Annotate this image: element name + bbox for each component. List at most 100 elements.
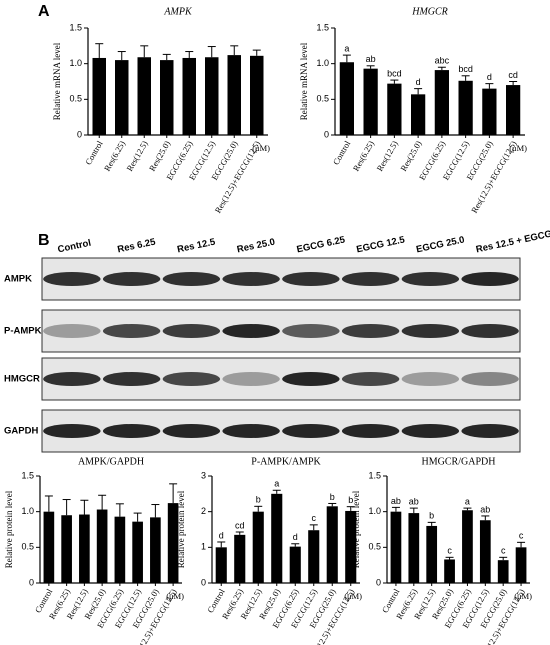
error-bar (185, 51, 194, 58)
significance-letter: d (487, 72, 492, 82)
y-tick-label: 0.5 (69, 94, 82, 104)
bar (132, 521, 143, 583)
blot-column-label: Res 25.0 (236, 237, 276, 256)
blot-column-label: EGCG 12.5 (355, 234, 406, 255)
blot-column-label: Res 12.5 (176, 236, 217, 255)
blot-band (102, 424, 161, 438)
x-unit: (μM) (252, 143, 270, 153)
error-bar (95, 43, 104, 58)
significance-letter: c (501, 546, 506, 556)
blot-row-label: AMPK (4, 274, 32, 285)
error-bar (328, 502, 337, 507)
blot-band (162, 424, 221, 438)
y-tick-label: 0 (324, 129, 329, 139)
bar (411, 94, 426, 135)
x-tick-label: Res(25.0) (398, 139, 423, 173)
error-bar (445, 556, 454, 560)
blot-band (401, 324, 460, 338)
blot-band (162, 324, 221, 338)
significance-letter: bcd (458, 64, 473, 74)
bar (227, 55, 241, 135)
chart-title: AMPK (163, 6, 193, 17)
significance-letter: cd (508, 70, 518, 80)
bar (215, 547, 227, 583)
error-bar (169, 483, 178, 504)
y-tick-label: 0 (201, 577, 206, 587)
panel-label: A (38, 3, 50, 20)
error-bar (162, 53, 171, 61)
significance-letter: ab (480, 504, 490, 514)
y-tick-label: 1.5 (316, 22, 329, 32)
y-tick-label: 0 (29, 577, 34, 587)
blot-band (461, 424, 519, 438)
bar (137, 57, 151, 135)
blot-band (43, 272, 101, 286)
blot-band (341, 424, 400, 438)
y-tick-label: 1.0 (316, 58, 329, 68)
blot-row-label: GAPDH (4, 426, 38, 437)
blot-band (401, 272, 460, 286)
error-bar (117, 51, 126, 61)
blot-band (222, 324, 280, 338)
y-tick-label: 1.5 (368, 470, 381, 480)
bar (339, 62, 354, 135)
error-bar (133, 512, 142, 522)
chart-title: P-AMPK/AMPK (251, 456, 321, 467)
y-tick-label: 1.0 (69, 58, 82, 68)
significance-letter: ab (391, 496, 401, 506)
bar (345, 510, 357, 583)
significance-letter: b (348, 495, 353, 505)
error-bar (391, 506, 400, 512)
error-bar (254, 505, 263, 512)
bar (150, 517, 161, 583)
significance-letter: ab (366, 54, 376, 64)
bar (289, 546, 301, 583)
significance-letter: d (219, 530, 224, 540)
chart-title: HMGCR (411, 6, 448, 17)
blot-band (102, 272, 161, 286)
blot-band (401, 372, 460, 386)
bar (479, 520, 491, 583)
blot-row-label: HMGCR (4, 374, 40, 385)
y-tick-label: 1.5 (21, 470, 34, 480)
significance-letter: b (330, 492, 335, 502)
bar (308, 530, 320, 583)
bar (434, 70, 449, 135)
bar (79, 514, 90, 583)
blot-column-label: EGCG 25.0 (415, 234, 465, 255)
significance-letter: bcd (387, 68, 402, 78)
significance-letter: abc (435, 56, 450, 66)
error-bar (230, 45, 239, 56)
y-tick-label: 0.5 (316, 94, 329, 104)
y-tick-label: 1 (201, 542, 206, 552)
x-unit: (μM) (166, 591, 184, 601)
blot-band (341, 372, 400, 386)
bar (387, 83, 402, 135)
bar (271, 493, 283, 583)
error-bar (485, 83, 494, 89)
bar (390, 511, 402, 583)
blot-band (461, 272, 519, 286)
bar (205, 57, 219, 135)
significance-letter: a (465, 496, 470, 506)
blot-band (222, 372, 280, 386)
bar (114, 516, 126, 583)
x-tick-label: Control (331, 138, 353, 166)
error-bar (463, 507, 472, 511)
error-bar (414, 88, 423, 95)
error-bar (151, 504, 160, 518)
y-tick-label: 0 (376, 577, 381, 587)
x-unit: (μM) (514, 591, 532, 601)
error-bar (44, 495, 53, 512)
y-tick-label: 2 (201, 506, 206, 516)
error-bar (62, 499, 71, 516)
blot-column-label: Res 6.25 (116, 236, 157, 255)
error-bar (80, 499, 89, 515)
significance-letter: b (256, 495, 261, 505)
y-axis-label: Relative protein level (351, 490, 361, 568)
y-axis-label: Relative mRNA level (299, 42, 309, 120)
significance-letter: a (274, 479, 279, 489)
y-tick-label: 0.5 (21, 542, 34, 552)
bar (43, 511, 55, 583)
